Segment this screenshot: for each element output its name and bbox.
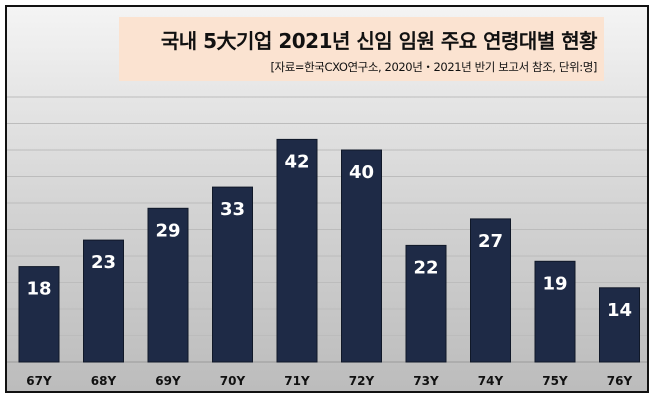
chart-frame: 18 23 29 33 42 40 22 27 19 14 67Y 68Y 69Y 70Y 71Y 72Y 7… <box>5 5 649 393</box>
x-tick-70y: 70Y <box>220 374 246 388</box>
data-label-73y: 22 <box>413 257 438 278</box>
x-tick-69y: 69Y <box>155 374 181 388</box>
x-axis-ticks: 67Y 68Y 69Y 70Y 71Y 72Y 73Y 74Y 75Y 76Y <box>26 374 632 388</box>
data-label-70y: 33 <box>220 199 245 220</box>
data-label-67y: 18 <box>26 279 51 300</box>
data-labels: 18 23 29 33 42 40 22 27 19 14 <box>26 151 632 320</box>
bar-73y <box>405 244 447 363</box>
data-label-74y: 27 <box>478 231 503 252</box>
data-label-71y: 42 <box>284 151 309 172</box>
chart-title: 국내 5大기업 2021년 신임 임원 주요 연령대별 현황 <box>160 29 598 53</box>
bar-74y <box>470 218 511 363</box>
bar-67y <box>18 266 60 363</box>
x-tick-73y: 73Y <box>413 374 439 388</box>
data-label-72y: 40 <box>349 162 374 183</box>
x-tick-76y: 76Y <box>607 374 633 388</box>
x-tick-75y: 75Y <box>542 374 568 388</box>
bar-72y <box>341 149 382 363</box>
data-label-75y: 19 <box>542 273 567 294</box>
x-tick-71y: 71Y <box>284 374 310 388</box>
bar-76y <box>599 287 640 363</box>
chart-subtitle: [자료=한국CXO연구소, 2020년・2021년 반기 보고서 참조, 단위:… <box>270 60 597 74</box>
x-tick-72y: 72Y <box>349 374 375 388</box>
bar-70y <box>212 186 253 363</box>
bar-75y <box>534 260 576 363</box>
data-label-69y: 29 <box>155 220 180 241</box>
bar-68y <box>83 239 124 363</box>
title-box: 국내 5大기업 2021년 신임 임원 주요 연령대별 현황 [자료=한국CXO… <box>119 17 604 81</box>
x-tick-68y: 68Y <box>91 374 117 388</box>
x-tick-67y: 67Y <box>26 374 52 388</box>
data-label-76y: 14 <box>607 300 632 321</box>
bar-69y <box>147 207 189 363</box>
bars <box>18 138 640 363</box>
data-label-68y: 23 <box>91 252 116 273</box>
bar-chart: 18 23 29 33 42 40 22 27 19 14 67Y 68Y 69Y 70Y 71Y 72Y 7… <box>7 96 647 388</box>
bar-71y <box>276 138 318 363</box>
x-tick-74y: 74Y <box>478 374 504 388</box>
